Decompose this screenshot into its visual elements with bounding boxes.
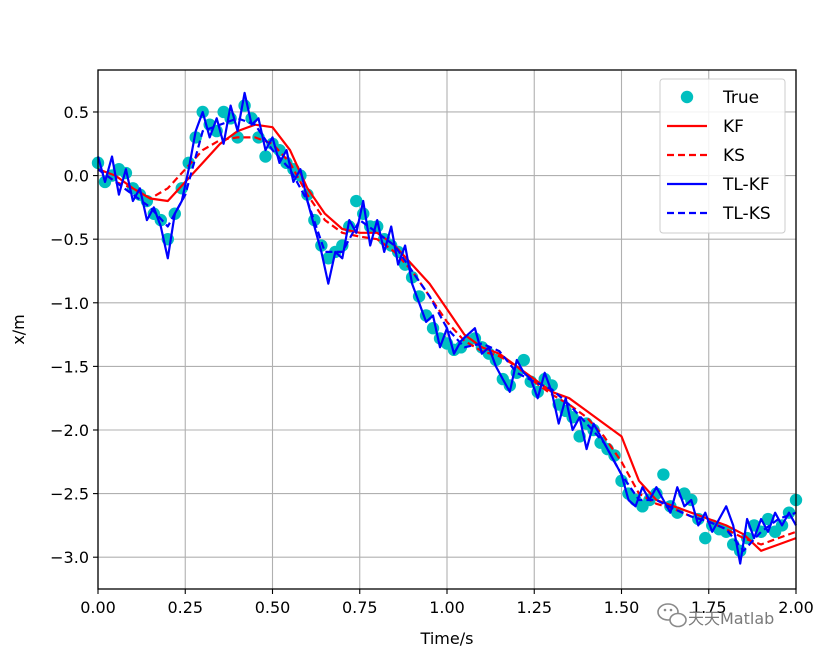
true-point (182, 156, 195, 170)
legend-label-tl-kf: TL-KF (722, 175, 770, 195)
watermark-text: 天天Matlab (688, 609, 774, 628)
y-tick-label: −2.5 (50, 485, 89, 504)
y-axis-title: x/m (9, 314, 28, 344)
y-tick-label: 0.0 (64, 167, 89, 186)
true-point (189, 131, 202, 144)
true-point (259, 150, 272, 163)
true-point (699, 531, 712, 545)
x-tick-label: 0.25 (167, 598, 203, 617)
true-point (350, 194, 363, 208)
x-tick-label: 1.00 (429, 598, 465, 617)
tick-layer: 0.00 0.25 0.50 0.75 1.00 1.25 1.50 1.75 2.00 0.5 0… (50, 103, 814, 617)
series-layer (91, 91, 803, 565)
y-tick-label: 0.5 (64, 103, 89, 122)
watermark: 天天Matlab (657, 603, 774, 628)
x-tick-label: 2.00 (778, 598, 814, 617)
x-tick-label: 0.75 (342, 598, 378, 617)
legend-box (659, 78, 786, 234)
y-tick-label: −2.0 (50, 421, 89, 440)
y-tick-label: −3.0 (50, 548, 89, 567)
legend-label-ks: KS (723, 146, 745, 166)
legend: True KF KS TL-KF TL-KS (659, 78, 786, 234)
y-tick-label: −1.0 (50, 294, 89, 313)
legend-label-true: True (722, 88, 759, 108)
x-tick-label: 1.25 (516, 598, 552, 617)
legend-label-kf: KF (723, 117, 744, 137)
kf-line (97, 123, 797, 552)
wechat-icon (657, 603, 687, 628)
legend-label-tl-ks: TL-KS (722, 204, 771, 224)
legend-marker-true (680, 90, 694, 104)
tl-kf-line (96, 91, 797, 565)
x-tick-label: 1.50 (604, 598, 640, 617)
true-point (657, 468, 670, 481)
x-tick-label: 1.75 (691, 598, 727, 617)
y-tick-label: −1.5 (50, 357, 89, 376)
tl-ks-line (97, 117, 797, 552)
x-tick-label: 0.00 (80, 598, 116, 617)
true-point (517, 353, 530, 367)
y-tick-label: −0.5 (50, 230, 89, 249)
x-axis-title: Time/s (420, 629, 474, 648)
x-tick-label: 0.50 (255, 598, 291, 617)
true-point (608, 449, 621, 462)
